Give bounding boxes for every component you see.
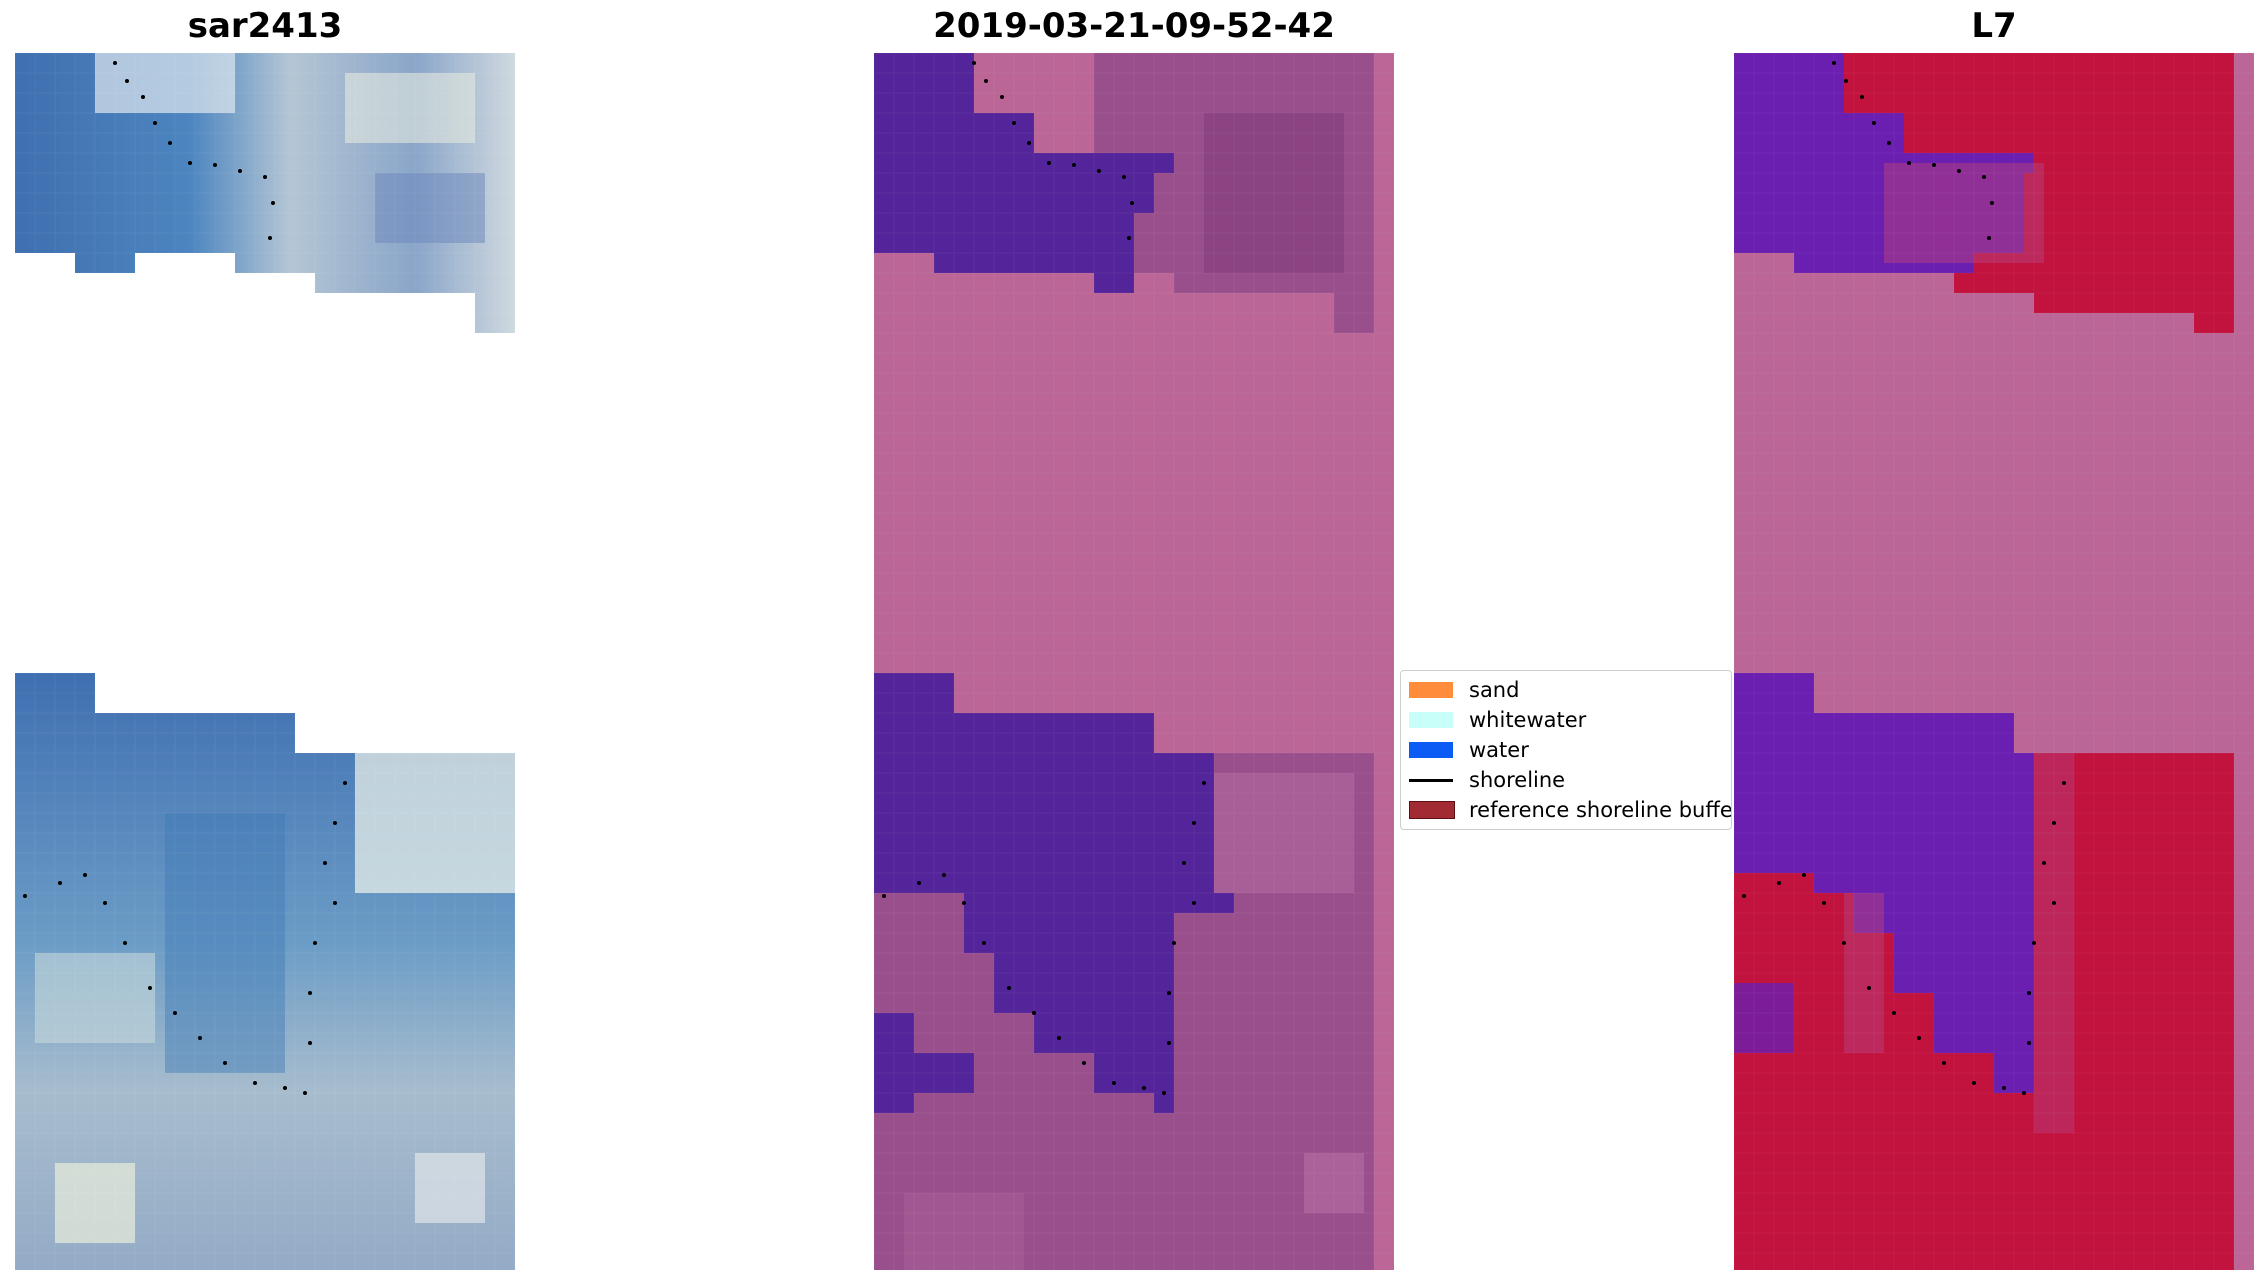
- shoreline-dots-rgb: [23, 61, 347, 1095]
- reference-buffer-swatch: [1409, 801, 1455, 819]
- index-image: [1734, 53, 2254, 1270]
- legend-label-shoreline: shoreline: [1469, 768, 1566, 792]
- legend-label-whitewater: whitewater: [1469, 708, 1587, 732]
- panel-title-rgb: sar2413: [187, 6, 343, 46]
- legend-label-reference-buffer: reference shoreline buffer: [1469, 798, 1732, 822]
- rgb-image-panel: [15, 53, 515, 1270]
- legend: sand whitewater water shoreline referenc…: [1400, 670, 1732, 830]
- legend-item-shoreline: shoreline: [1401, 765, 1731, 795]
- classified-image: [874, 53, 1394, 1270]
- legend-label-water: water: [1469, 738, 1529, 762]
- legend-item-reference-buffer: reference shoreline buffer: [1401, 795, 1731, 825]
- rgb-image: [15, 53, 515, 1270]
- legend-item-sand: sand: [1401, 675, 1731, 705]
- panel-title-classified: 2019-03-21-09-52-42: [933, 6, 1335, 46]
- index-image-panel: [1734, 53, 2254, 1270]
- legend-item-water: water: [1401, 735, 1731, 765]
- shoreline-line-swatch: [1409, 778, 1453, 782]
- classified-image-panel: [874, 53, 1394, 1270]
- water-swatch: [1409, 742, 1453, 758]
- legend-item-whitewater: whitewater: [1401, 705, 1731, 735]
- shoreline-dots-index: [1742, 61, 2066, 1095]
- panel-title-index: L7: [1971, 6, 2017, 46]
- whitewater-swatch: [1409, 712, 1453, 728]
- legend-label-sand: sand: [1469, 678, 1520, 702]
- sand-swatch: [1409, 682, 1453, 698]
- shoreline-dots-classified: [882, 61, 1206, 1095]
